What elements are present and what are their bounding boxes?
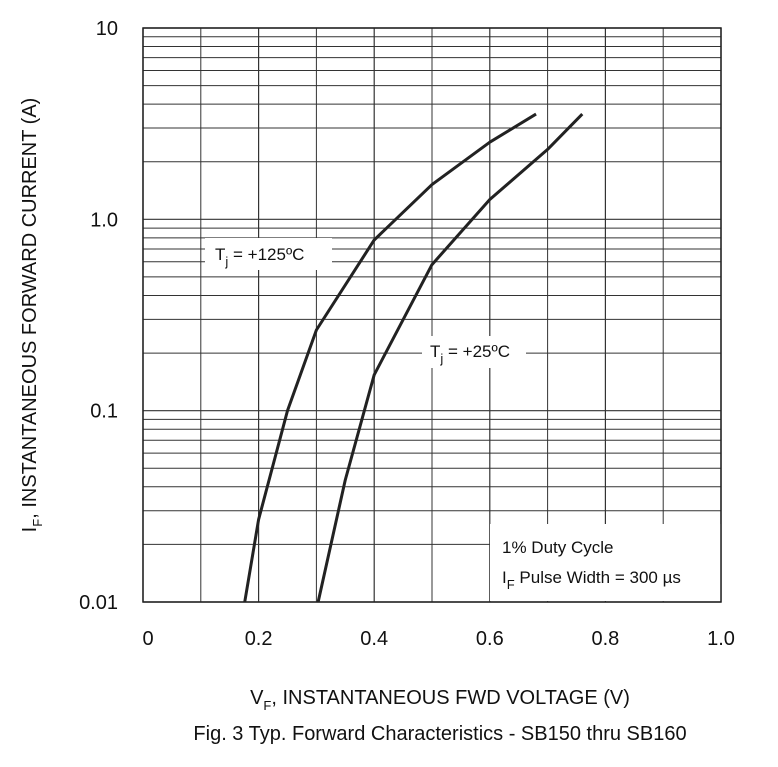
series-label: Tj = +125ºC	[215, 245, 304, 269]
x-tick-label: 0.6	[476, 628, 504, 650]
plot-frame	[142, 27, 722, 603]
grid	[142, 27, 722, 603]
y-axis-label: IF, INSTANTANEOUS FORWARD CURRENT (A)	[19, 98, 45, 533]
y-tick-label: 0.1	[90, 401, 118, 423]
y-tick-label: 1.0	[90, 209, 118, 231]
curves	[243, 112, 584, 603]
curve	[316, 113, 584, 603]
x-tick-label: 0.4	[360, 628, 388, 650]
annotation: 1% Duty Cycle	[502, 538, 613, 557]
x-tick-label: 0	[142, 628, 153, 650]
label-bg	[422, 336, 526, 368]
annotation: IF Pulse Width = 300 µs	[502, 568, 681, 592]
chart-title: Fig. 3 Typ. Forward Characteristics - SB…	[193, 723, 686, 745]
x-axis-label: VF, INSTANTANEOUS FWD VOLTAGE (V)	[250, 687, 630, 713]
x-tick-label: 0.2	[245, 628, 273, 650]
curve	[243, 112, 537, 603]
label-bg	[205, 238, 332, 270]
x-tick-label: 1.0	[707, 628, 735, 650]
y-tick-label: 10	[96, 18, 118, 40]
x-tick-label: 0.8	[591, 628, 619, 650]
annotation-bg	[490, 524, 721, 601]
y-tick-label: 0.01	[79, 592, 118, 614]
series-label: Tj = +25ºC	[430, 342, 510, 366]
